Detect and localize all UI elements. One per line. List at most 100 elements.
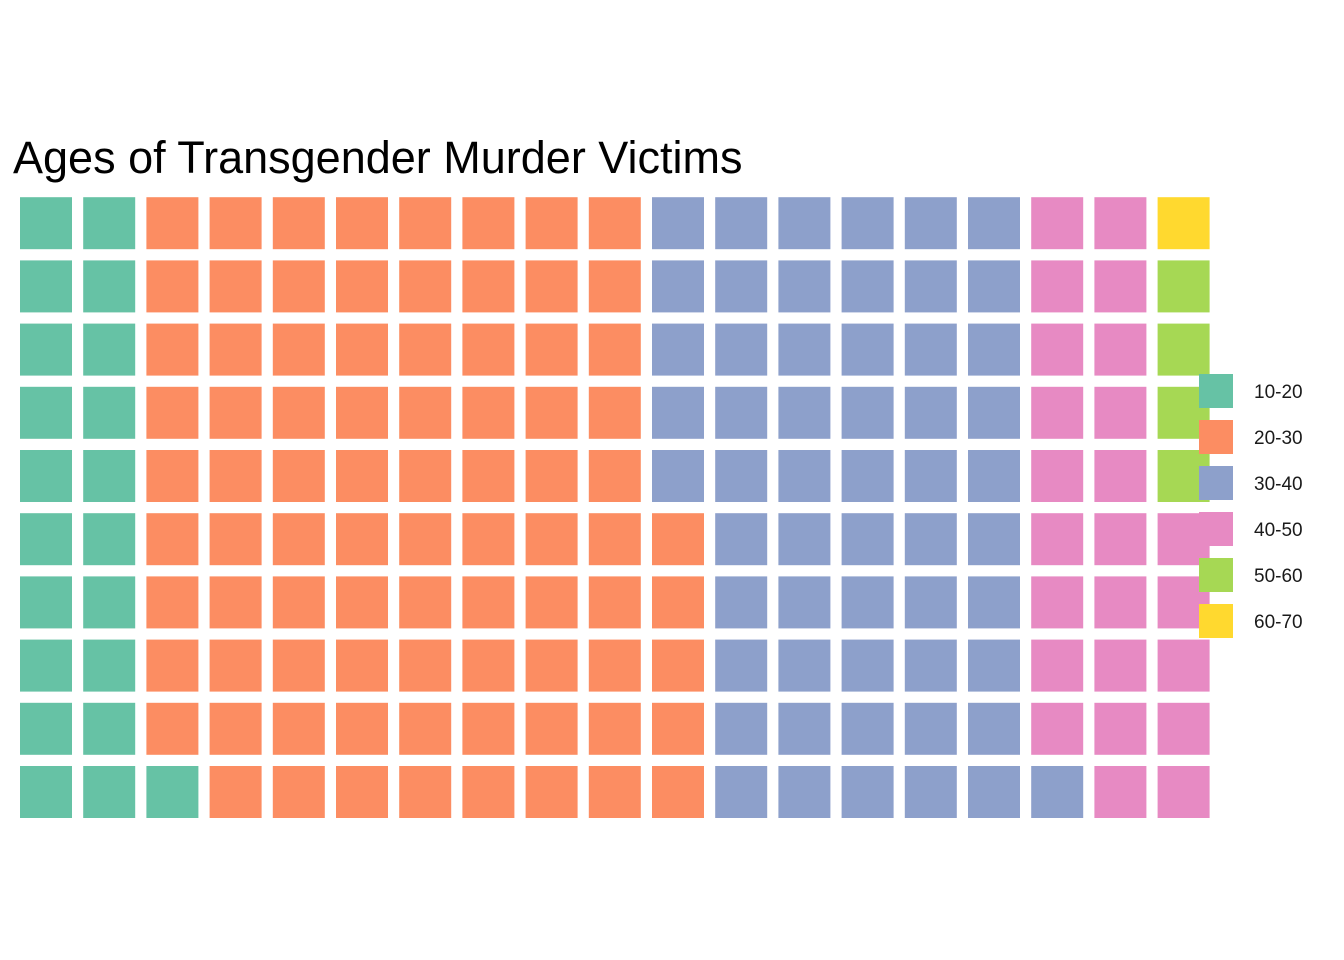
waffle-cell-30-40 <box>904 260 957 313</box>
waffle-cell-40-50 <box>1031 260 1084 313</box>
waffle-cell-40-50 <box>1031 386 1084 439</box>
waffle-cell-20-30 <box>146 197 199 250</box>
waffle-cell-20-30 <box>588 702 641 755</box>
waffle-cell-20-30 <box>588 386 641 439</box>
waffle-cell-20-30 <box>652 576 704 629</box>
waffle-cell-10-20 <box>83 197 136 250</box>
waffle-cell-50-60 <box>1157 323 1210 376</box>
waffle-cell-20-30 <box>462 197 515 250</box>
waffle-cell-30-40 <box>715 386 768 439</box>
waffle-cell-30-40 <box>841 702 894 755</box>
waffle-cell-20-30 <box>272 576 325 629</box>
waffle-cell-20-30 <box>336 513 388 566</box>
legend-key-30-40 <box>1199 466 1233 500</box>
waffle-cell-10-20 <box>20 386 72 439</box>
waffle-cell-20-30 <box>146 702 199 755</box>
waffle-cell-20-30 <box>336 576 388 629</box>
waffle-cell-30-40 <box>778 450 831 502</box>
waffle-cell-20-30 <box>525 197 578 250</box>
waffle-cell-20-30 <box>652 513 704 566</box>
waffle-cell-20-30 <box>652 766 704 818</box>
waffle-cell-30-40 <box>904 450 957 502</box>
waffle-cell-10-20 <box>20 639 72 692</box>
waffle-cell-40-50 <box>1094 323 1147 376</box>
waffle-cell-20-30 <box>462 450 515 502</box>
waffle-cell-20-30 <box>462 766 515 818</box>
waffle-cell-40-50 <box>1094 639 1147 692</box>
waffle-cell-10-20 <box>20 702 72 755</box>
waffle-cell-20-30 <box>399 323 452 376</box>
waffle-cell-20-30 <box>399 197 452 250</box>
waffle-cell-10-20 <box>20 260 72 313</box>
waffle-cell-10-20 <box>83 323 136 376</box>
waffle-cell-20-30 <box>146 323 199 376</box>
waffle-cell-20-30 <box>525 513 578 566</box>
waffle-cell-20-30 <box>399 450 452 502</box>
waffle-cell-20-30 <box>525 450 578 502</box>
waffle-cell-10-20 <box>20 576 72 629</box>
waffle-cell-20-30 <box>146 513 199 566</box>
waffle-cell-30-40 <box>968 702 1020 755</box>
waffle-cell-30-40 <box>652 260 704 313</box>
waffle-cell-20-30 <box>272 197 325 250</box>
waffle-cell-40-50 <box>1094 197 1147 250</box>
waffle-cell-40-50 <box>1094 260 1147 313</box>
waffle-cell-30-40 <box>841 766 894 818</box>
legend-label-10-20: 10-20 <box>1254 382 1303 403</box>
waffle-cell-10-20 <box>83 702 136 755</box>
waffle-cell-20-30 <box>588 766 641 818</box>
waffle-cell-20-30 <box>272 513 325 566</box>
waffle-cell-20-30 <box>146 639 199 692</box>
waffle-cell-20-30 <box>399 513 452 566</box>
waffle-cell-20-30 <box>209 702 262 755</box>
waffle-cell-40-50 <box>1157 639 1210 692</box>
waffle-cell-20-30 <box>399 766 452 818</box>
waffle-cell-20-30 <box>272 323 325 376</box>
waffle-cell-30-40 <box>715 702 768 755</box>
waffle-cell-20-30 <box>588 260 641 313</box>
legend-label-50-60: 50-60 <box>1254 566 1303 587</box>
waffle-cell-20-30 <box>462 576 515 629</box>
waffle-cell-30-40 <box>841 323 894 376</box>
waffle-cell-20-30 <box>462 702 515 755</box>
waffle-cell-20-30 <box>146 450 199 502</box>
chart-title: Ages of Transgender Murder Victims <box>13 132 743 183</box>
waffle-cell-30-40 <box>968 260 1020 313</box>
waffle-cell-20-30 <box>399 639 452 692</box>
legend-key-40-50 <box>1199 512 1233 546</box>
waffle-cell-20-30 <box>336 197 388 250</box>
waffle-cell-30-40 <box>904 702 957 755</box>
waffle-cell-30-40 <box>778 766 831 818</box>
waffle-cell-20-30 <box>588 197 641 250</box>
waffle-cell-10-20 <box>83 386 136 439</box>
waffle-cell-20-30 <box>146 576 199 629</box>
waffle-cell-20-30 <box>525 576 578 629</box>
waffle-cell-40-50 <box>1031 639 1084 692</box>
waffle-cell-30-40 <box>968 576 1020 629</box>
waffle-cell-20-30 <box>272 766 325 818</box>
waffle-cell-30-40 <box>715 576 768 629</box>
waffle-cell-30-40 <box>968 639 1020 692</box>
waffle-cell-40-50 <box>1094 450 1147 502</box>
waffle-cell-20-30 <box>525 260 578 313</box>
waffle-cell-20-30 <box>209 513 262 566</box>
waffle-cell-20-30 <box>272 386 325 439</box>
waffle-cell-20-30 <box>336 386 388 439</box>
waffle-cell-20-30 <box>588 639 641 692</box>
waffle-cell-30-40 <box>778 639 831 692</box>
waffle-cell-20-30 <box>209 386 262 439</box>
waffle-cell-20-30 <box>525 702 578 755</box>
waffle-cell-30-40 <box>904 197 957 250</box>
waffle-cell-20-30 <box>336 260 388 313</box>
legend-label-60-70: 60-70 <box>1254 612 1303 633</box>
legend-label-30-40: 30-40 <box>1254 474 1303 495</box>
waffle-cell-20-30 <box>272 702 325 755</box>
waffle-cell-20-30 <box>209 197 262 250</box>
waffle-cell-20-30 <box>146 386 199 439</box>
waffle-cell-20-30 <box>336 323 388 376</box>
waffle-cell-30-40 <box>715 639 768 692</box>
waffle-cell-10-20 <box>83 260 136 313</box>
waffle-cell-60-70 <box>1157 197 1210 250</box>
waffle-cell-20-30 <box>652 702 704 755</box>
